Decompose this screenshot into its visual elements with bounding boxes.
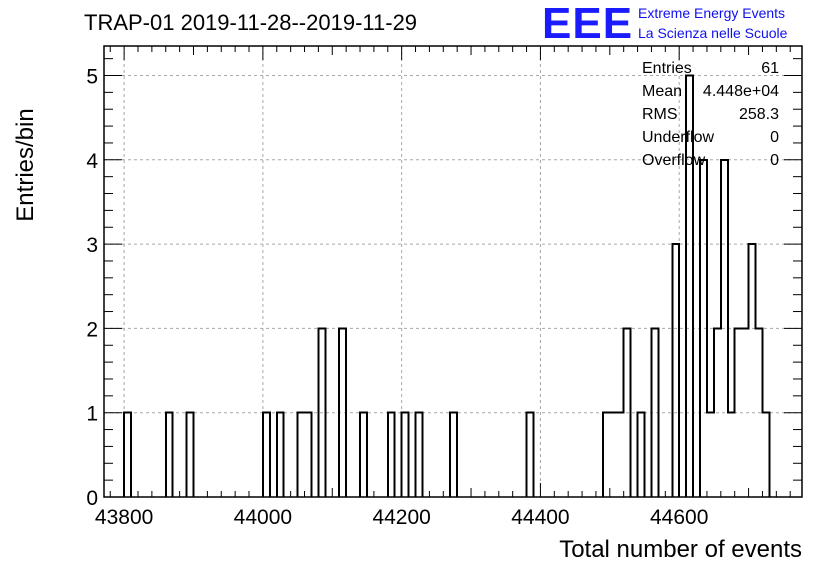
histogram-bin: [672, 244, 679, 497]
histogram-bin: [416, 413, 423, 497]
axis-ticks: 43800 44000 44200 44400 44600 0 1 2 3 4 5: [86, 46, 802, 529]
x-tick-label: 44200: [372, 506, 430, 529]
x-tick-label: 44000: [234, 506, 292, 529]
y-tick-label: 4: [86, 150, 98, 173]
stat-entries-value: 61: [761, 60, 779, 77]
histogram-bin: [360, 413, 367, 497]
grid-lines: [104, 46, 802, 497]
histogram-bin: [762, 413, 769, 497]
stat-mean-label: Mean: [642, 83, 683, 100]
logo-subtitle-line1: Extreme Energy Events: [638, 5, 786, 21]
y-tick-label: 1: [86, 403, 98, 426]
histogram-bin: [638, 413, 645, 497]
histogram-bin: [388, 413, 395, 497]
histogram-outline: [123, 74, 771, 497]
histogram-bins: [123, 74, 771, 497]
axes: [103, 45, 803, 498]
y-tick-label: 5: [86, 66, 98, 89]
histogram-bin: [298, 413, 305, 497]
eee-logo-mark: EEE: [542, 0, 634, 48]
stat-overflow-label: Overflow: [642, 152, 706, 169]
histogram-bin: [402, 413, 409, 497]
x-tick-label: 43800: [95, 506, 153, 529]
logo-subtitle-line2: La Scienza nelle Scuole: [638, 25, 788, 41]
x-tick-label: 44400: [511, 506, 569, 529]
y-tick-label: 2: [86, 318, 98, 341]
stat-rms-label: RMS: [642, 106, 678, 123]
histogram-bin: [450, 413, 457, 497]
eee-logo: EEE Extreme Energy Events La Scienza nel…: [542, 2, 834, 46]
y-tick-label: 3: [86, 234, 98, 257]
stat-rms-value: 258.3: [738, 106, 779, 123]
plot-frame: [103, 45, 803, 498]
histogram-bin: [603, 413, 610, 497]
x-axis-label: Total number of events: [559, 536, 802, 563]
chart-title: TRAP-01 2019-11-28--2019-11-29: [84, 10, 418, 35]
histogram-bin: [617, 413, 624, 497]
histogram-bin: [610, 413, 617, 497]
histogram-bin: [728, 413, 735, 497]
histogram-bin: [707, 413, 714, 497]
histogram-bin: [277, 413, 284, 497]
histogram-bin: [263, 413, 270, 497]
histogram-bin: [527, 413, 534, 497]
stat-underflow-label: Underflow: [642, 129, 715, 146]
stat-underflow-value: 0: [770, 129, 779, 146]
histogram-bin: [166, 413, 173, 497]
stat-entries-label: Entries: [642, 60, 692, 77]
histogram-bin: [187, 413, 194, 497]
histogram-bin: [124, 413, 131, 497]
stat-mean-value: 4.448e+04: [702, 83, 779, 100]
stat-overflow-value: 0: [770, 152, 779, 169]
x-tick-label: 44600: [650, 506, 708, 529]
histogram-bin: [305, 413, 312, 497]
y-tick-label: 0: [86, 487, 98, 510]
histogram-bin: [749, 244, 756, 497]
